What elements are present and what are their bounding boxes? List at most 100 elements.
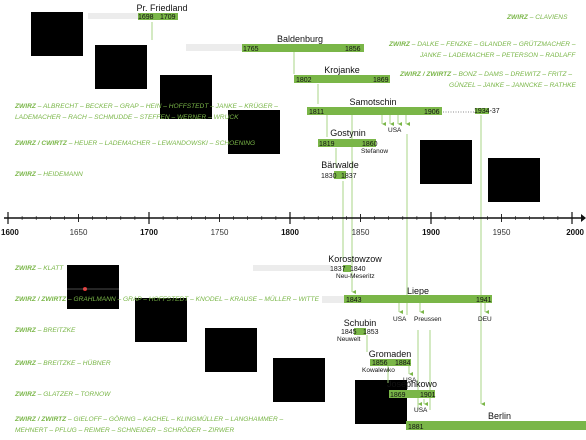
ghost-bar [322, 296, 344, 303]
end-year: 1840 [350, 266, 366, 273]
place-bar [406, 421, 586, 430]
place-note: Stefanow [361, 148, 388, 155]
start-year: 1837 [330, 266, 346, 273]
axis-tick-label: 1800 [281, 228, 299, 237]
start-year: 1843 [346, 297, 362, 304]
place-name: Berlin [488, 411, 511, 421]
place-name: Gostynin [330, 128, 366, 138]
migration-label: USA [403, 377, 417, 384]
start-year: 1856 [372, 360, 388, 367]
family-line: ZWIRZ / ZWIRTZ – GIELOFF – GÖRING – KACH… [14, 415, 284, 423]
poland-map [160, 75, 212, 119]
family-line: LADEMACHER – RACH – SCHMUDDE – STEFFEN –… [15, 114, 239, 121]
family-line: ZWIRZ – BREITZKE [14, 327, 76, 334]
family-names: ZWIRZ – CLAVIENS ZWIRZ – DALKE – FENZKE … [14, 14, 577, 434]
end-year: 1869 [373, 77, 389, 84]
place-bar [334, 171, 346, 179]
start-year: 1802 [296, 77, 312, 84]
place-bar [138, 13, 178, 20]
place-name: Samotschin [349, 97, 396, 107]
family-line: JANKE – LADEMACHER – PETERSON – RADLAFF [419, 52, 576, 59]
poland-map [205, 328, 257, 372]
place-barwalde: Bärwalde 1830 1837 [321, 160, 359, 180]
ghost-bar [253, 265, 331, 271]
poland-map [95, 45, 147, 89]
end-year: 1856 [345, 46, 361, 53]
start-year: 1819 [319, 141, 335, 148]
place-korostowzow: Korostowzow 1837 1840 Neu-Meseritz [328, 254, 382, 280]
poland-map [420, 140, 472, 184]
place-bar [344, 295, 492, 303]
family-line: ZWIRZ – DALKE – FENZKE – GLANDER – GRÜTZ… [388, 40, 576, 48]
place-note: Neu-Meseritz [336, 273, 375, 280]
place-schubin: Schubin 1845 1853 Neuwelt [337, 318, 379, 343]
place-name: Bärwalde [321, 160, 359, 170]
family-line: ZWIRZ / ZWIRTZ – GRAHLMANN – GRAP – HOFF… [14, 295, 320, 303]
family-line: ZWIRZ – GLATZER – TORNOW [14, 391, 111, 398]
place-bar [318, 139, 376, 147]
family-line: ZWIRZ – CLAVIENS [506, 14, 568, 21]
place-name: Gromaden [369, 349, 412, 359]
poland-map [31, 12, 83, 56]
axis-tick-label: 2000 [566, 228, 584, 237]
poland-map [488, 158, 540, 202]
migration-label: Preussen [414, 316, 442, 323]
start-year: 1881 [408, 424, 424, 431]
place-bar [242, 44, 364, 52]
axis-tick-label: 1850 [352, 228, 370, 237]
place-name: Schubin [344, 318, 377, 328]
ghost-bar [88, 13, 138, 19]
timeline-axis: 1600 1650 1700 1750 1800 1850 1900 1950 2000 [1, 212, 586, 237]
poland-map [135, 298, 187, 342]
place-liepe: Liepe 1843 1941 [344, 286, 492, 304]
family-line: GÜNZEL – JANKE – JANNCKE – RATHKE [449, 81, 577, 89]
family-line: ZWIRZ / ZWIRTZ – BONZ – DAMS – DREWITZ –… [399, 71, 572, 78]
place-name: Liepe [407, 286, 429, 296]
place-pr-friedland: Pr. Friedland 1698 1709 [136, 3, 187, 21]
start-year: 1869 [390, 392, 406, 399]
migration-label: USA [414, 407, 428, 414]
place-bar [389, 390, 435, 398]
place-note: Kowalewko [362, 367, 395, 374]
place-name: Krojanke [324, 65, 360, 75]
axis-tick-label: 1750 [211, 228, 229, 237]
place-bar [294, 75, 390, 83]
migration-label: DEU [478, 316, 492, 323]
start-year: 1698 [138, 14, 154, 21]
place-gromaden: Gromaden 1856 1884 Kowalewko [362, 349, 411, 374]
end-year: 1860 [362, 141, 378, 148]
place-bar [343, 265, 351, 272]
axis-tick-label: 1600 [1, 228, 19, 237]
place-josephkowo: Josephkowo 1869 1901 [387, 379, 437, 399]
family-line: ZWIRZ – BREITZKE – HÜBNER [14, 359, 111, 367]
place-name: Baldenburg [277, 34, 323, 44]
axis-tick-label: 1700 [140, 228, 158, 237]
end-year: 1941 [476, 297, 492, 304]
place-bar-later [475, 108, 489, 114]
place-name: Pr. Friedland [136, 3, 187, 13]
migration-label: USA [388, 127, 402, 134]
place-bar [307, 107, 442, 115]
place-gostynin: Gostynin 1819 1860 Stefanow [318, 128, 388, 155]
place-krojanke: Krojanke 1802 1869 [294, 65, 390, 84]
place-note: Neuwelt [337, 336, 361, 343]
start-year: 1830 [321, 173, 337, 180]
end-year: 1837 [341, 173, 357, 180]
axis-tick-label: 1950 [493, 228, 511, 237]
end-year: 1853 [363, 329, 379, 336]
family-line: ZWIRZ – HEIDEMANN [14, 171, 83, 178]
ghost-bar [186, 44, 242, 51]
place-name: Korostowzow [328, 254, 382, 264]
later-years: 1934-37 [474, 108, 500, 115]
start-year: 1845 [341, 329, 357, 336]
family-line: ZWIRZ / CWIRTZ – HEUER – LADEMACHER – LE… [14, 140, 255, 147]
family-line: ZWIRZ – ALBRECHT – BECKER – GRAP – HEIN … [14, 102, 278, 110]
family-line: MEHNERT – PFLUG – REIMER – SCHNEIDER – S… [15, 426, 234, 434]
place-name: Josephkowo [387, 379, 437, 389]
family-line: ZWIRZ – KLATT [14, 265, 64, 272]
place-bar [354, 328, 366, 335]
migration-label: USA [393, 316, 407, 323]
end-year: 1884 [395, 360, 411, 367]
place-bar [370, 359, 411, 366]
poland-map [273, 358, 325, 402]
